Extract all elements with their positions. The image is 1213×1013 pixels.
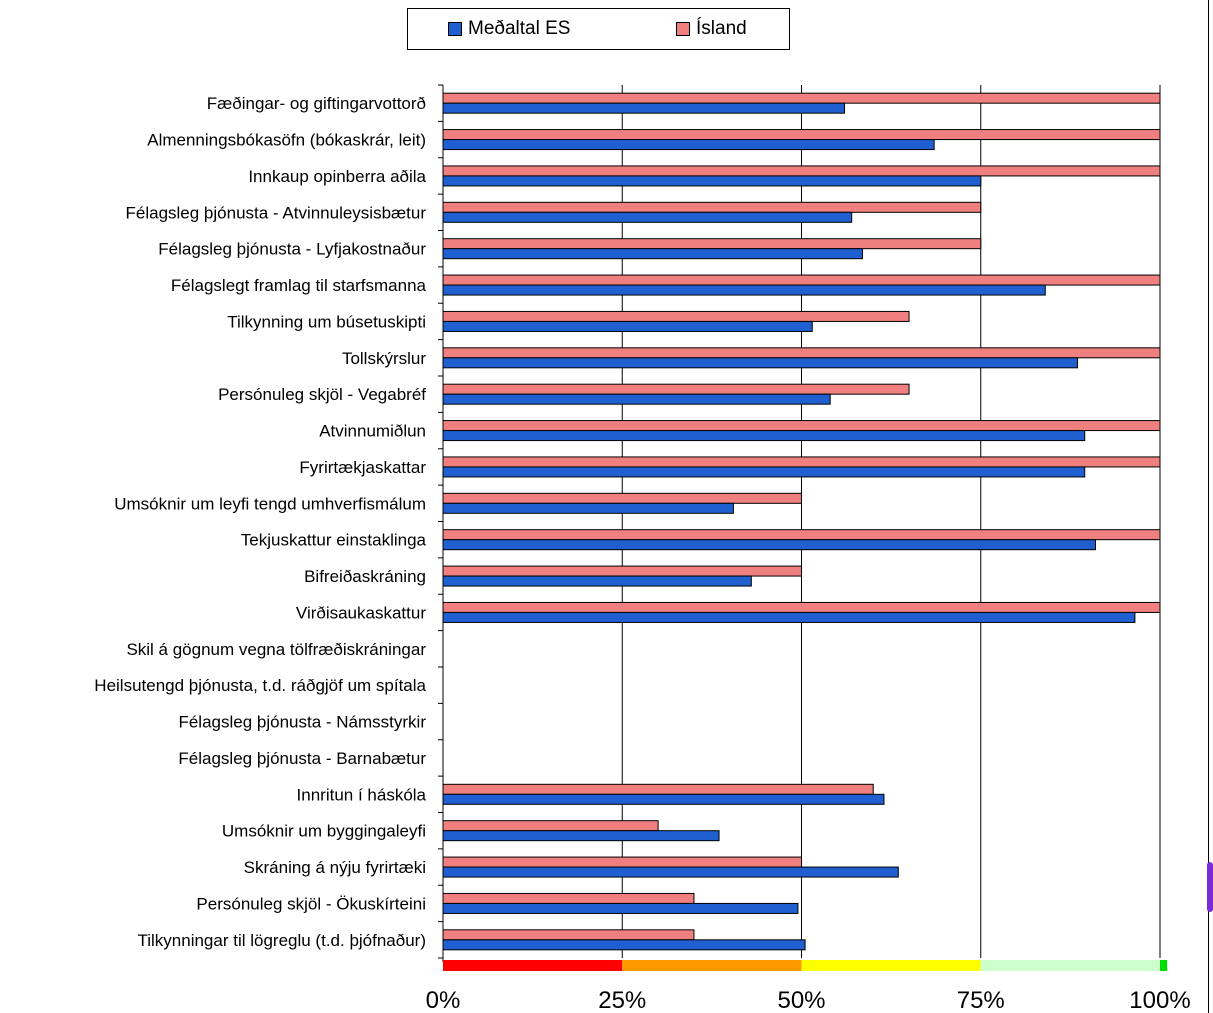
x-tick-label: 25% xyxy=(598,987,646,1013)
bar xyxy=(442,529,1161,541)
scale-segment xyxy=(443,960,623,971)
category-label: Fyrirtækjaskattar xyxy=(299,458,426,477)
category-label: Tekjuskattur einstaklinga xyxy=(241,531,427,550)
bar xyxy=(442,430,1086,442)
bar xyxy=(442,892,695,904)
scale-segment xyxy=(1160,960,1168,971)
bar xyxy=(442,102,846,114)
bar xyxy=(442,92,1161,104)
bar xyxy=(442,393,831,405)
category-label: Fæðingar- og giftingarvottorð xyxy=(207,94,426,113)
bar xyxy=(442,565,802,577)
bar xyxy=(442,929,695,941)
bar xyxy=(442,347,1161,359)
bar xyxy=(442,129,1161,141)
bar xyxy=(442,575,752,587)
legend-item-meðaltal-es: Meðaltal ES xyxy=(448,18,570,40)
bar xyxy=(442,820,659,832)
bar xyxy=(442,601,1161,613)
bar xyxy=(442,866,899,878)
category-label: Félagsleg þjónusta - Námsstyrkir xyxy=(178,713,426,732)
bar xyxy=(442,793,885,805)
category-label: Atvinnumiðlun xyxy=(319,422,426,441)
category-label: Tilkynningar til lögreglu (t.d. þjófnaðu… xyxy=(137,931,426,950)
bar xyxy=(442,201,982,213)
category-label: Almenningsbókasöfn (bókaskrár, leit) xyxy=(147,131,426,150)
scale-segment xyxy=(622,960,802,971)
category-label: Tilkynning um búsetuskipti xyxy=(227,312,426,331)
bar xyxy=(442,466,1086,478)
legend-item-ísland: Ísland xyxy=(676,18,747,40)
bar xyxy=(442,492,802,504)
x-tick-label: 50% xyxy=(777,987,825,1013)
category-label: Heilsutengd þjónusta, t.d. ráðgjöf um sp… xyxy=(94,676,426,695)
legend-swatch-meðaltal-es xyxy=(448,22,462,36)
bar xyxy=(442,211,853,223)
category-label: Félagsleg þjónusta - Atvinnuleysisbætur xyxy=(126,203,427,222)
bar xyxy=(442,383,910,395)
bar xyxy=(442,456,1161,468)
bar xyxy=(442,539,1096,551)
category-label: Félagsleg þjónusta - Lyfjakostnaður xyxy=(158,240,426,259)
category-label: Umsóknir um byggingaleyfi xyxy=(222,822,426,841)
bar xyxy=(442,856,802,868)
bar xyxy=(442,165,1161,177)
scale-segment xyxy=(980,960,1160,971)
bar xyxy=(442,611,1136,623)
bar xyxy=(442,320,813,332)
category-label: Innkaup opinberra aðila xyxy=(248,167,426,186)
legend-label-ísland: Ísland xyxy=(696,18,747,39)
legend-swatch-ísland xyxy=(676,22,690,36)
category-label: Persónuleg skjöl - Vegabréf xyxy=(218,385,426,404)
bar xyxy=(442,238,982,250)
category-label: Innritun í háskóla xyxy=(297,785,427,804)
bar xyxy=(442,502,734,514)
category-label: Skráning á nýju fyrirtæki xyxy=(244,858,426,877)
category-label: Virðisaukaskattur xyxy=(296,603,426,622)
bar xyxy=(442,310,910,322)
bar xyxy=(442,939,806,951)
category-label: Persónuleg skjöl - Ökuskírteini xyxy=(196,894,426,913)
edge-mark xyxy=(1207,862,1213,912)
bar xyxy=(442,248,863,260)
category-label: Umsóknir um leyfi tengd umhverfismálum xyxy=(114,494,426,513)
bar xyxy=(442,175,982,187)
bar xyxy=(442,274,1161,286)
category-label: Tollskýrslur xyxy=(342,349,426,368)
chart-legend: Meðaltal ES Ísland xyxy=(407,8,790,50)
bar xyxy=(442,830,720,842)
category-label: Skil á gögnum vegna tölfræðiskráningar xyxy=(126,640,426,659)
bar xyxy=(442,420,1161,432)
right-frame-line xyxy=(1208,0,1209,1013)
category-label: Félagsleg þjónusta - Barnabætur xyxy=(178,749,426,768)
bar xyxy=(442,783,874,795)
x-tick-label: 0% xyxy=(426,987,461,1013)
legend-label-meðaltal-es: Meðaltal ES xyxy=(468,18,571,39)
bar xyxy=(442,139,935,151)
category-label: Bifreiðaskráning xyxy=(304,567,426,586)
bar xyxy=(442,284,1046,296)
scale-segment xyxy=(801,960,981,971)
x-tick-label: 75% xyxy=(957,987,1005,1013)
x-tick-label: 100% xyxy=(1129,987,1190,1013)
bar xyxy=(442,902,799,914)
category-label: Félagslegt framlag til starfsmanna xyxy=(171,276,427,295)
bar xyxy=(442,357,1079,369)
